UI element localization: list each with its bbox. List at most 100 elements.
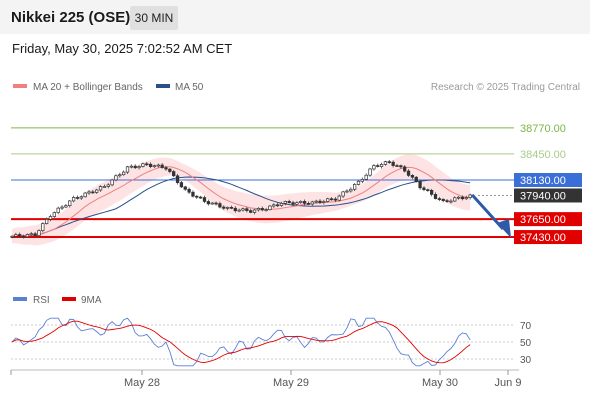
candle-body [276,204,280,207]
candle-body [249,210,253,213]
candle-body [133,165,137,169]
candle-body [410,175,415,178]
candle-body [314,200,318,203]
candle-body [272,204,276,207]
candle-body [71,197,76,202]
candle-body [168,168,172,172]
ma50-line [11,176,471,237]
candle-body [379,163,384,167]
candle-body [141,163,145,167]
candle-body [98,186,103,191]
candle-body [79,196,83,199]
price-tag-text: 38450.00 [520,149,566,161]
rsi-level-50: 50 [520,338,532,349]
price-tag-support [514,212,582,227]
candle-body [445,200,449,202]
rsi-ma9-line [11,320,471,364]
rsi-legend-label: RSI [33,295,50,306]
x-label-jun9: Jun 9 [495,377,522,389]
rsi-legend-swatch [13,297,27,301]
candle-body [376,165,380,167]
candle-body [218,203,222,208]
price-tag-text: 38770.00 [520,123,566,135]
candle-body [306,203,311,205]
candle-body [225,206,230,209]
candle-body [349,188,353,192]
candlesticks [10,159,472,239]
candle-body [91,191,95,194]
candle-body [387,161,391,163]
level-lines [11,127,514,239]
candle-body [233,207,237,212]
candle-body [10,235,14,238]
candle-body [441,198,445,201]
header-bar [0,0,590,34]
bollinger-bands [12,154,471,246]
candle-body [172,171,176,177]
candle-body [310,201,314,205]
candle-body [283,201,287,204]
candle-body [287,201,291,203]
price-tag-text: 38130.00 [520,175,566,187]
candle-body [210,202,214,205]
candle-body [33,233,37,236]
price-tag-text: 37650.00 [520,214,566,226]
ma20-line [11,166,471,237]
bollinger-band-area [12,154,471,246]
candle-body [110,179,114,186]
candle-body [260,208,264,211]
ma50-legend-label: MA 50 [175,82,204,93]
candle-body [418,181,422,189]
candle-body [368,168,372,176]
candle-body [191,191,195,197]
candle-body [256,208,261,211]
candle-body [202,197,207,202]
candle-body [118,174,122,177]
price-tag-pivot [514,173,582,187]
candle-body [164,167,168,170]
candle-body [206,201,211,205]
candle-body [302,201,307,204]
candle-body [391,161,395,166]
candle-body [106,184,110,187]
forecast-arrow [471,193,511,239]
candle-body [156,164,160,167]
candle-body [222,206,226,209]
candle-body [422,187,426,190]
candle-body [345,190,349,193]
candle-body [37,230,41,236]
candle-body [114,175,118,181]
candle-body [241,208,245,211]
price-tag-last [514,188,582,203]
candle-body [456,196,461,199]
price-axis-labels: 38770.00 38450.00 38130.00 37940.00 37650.00… [514,120,582,245]
candle-body [318,200,322,203]
instrument-title: Nikkei 225 (OSE) [11,9,131,26]
candle-body [83,192,87,198]
candle-body [329,198,334,201]
candle-body [406,170,411,176]
candle-body [229,206,234,209]
candle-body [75,197,80,199]
candle-body [403,166,407,172]
candle-body [29,233,33,236]
copyright-text: Research © 2025 Trading Central [431,82,580,93]
chart-datetime: Friday, May 30, 2025 7:02:52 AM CET [12,41,233,56]
candle-body [399,165,403,168]
ma50-legend-swatch [156,84,170,88]
candle-body [430,190,434,195]
candle-body [121,171,126,176]
candle-body [14,234,18,237]
candle-body [87,191,91,194]
x-axis-ticks [10,370,509,375]
candle-body [245,208,249,211]
moving-averages [11,166,471,237]
timeframe-button[interactable]: 30 MIN [130,6,178,30]
candle-body [41,223,45,231]
price-tag-text: 37430.00 [520,232,566,244]
candle-body [414,176,418,183]
x-label-may29: May 29 [273,377,309,389]
candle-body [364,174,368,180]
candle-body [52,212,56,217]
candle-body [195,195,199,198]
